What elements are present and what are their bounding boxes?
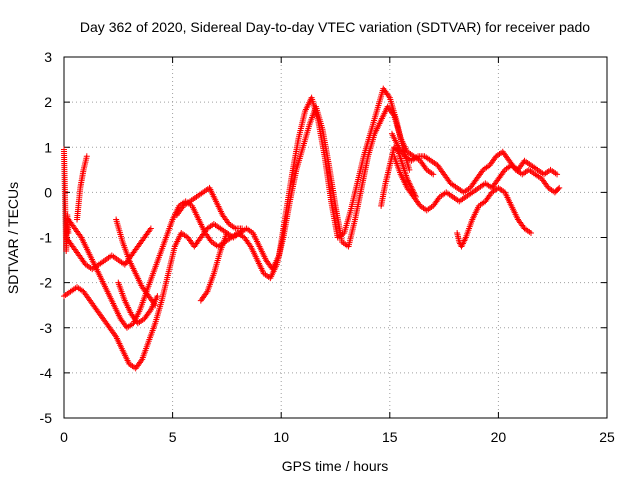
series-track-g xyxy=(197,229,230,304)
x-tick-label: 15 xyxy=(382,429,398,445)
series-track-l xyxy=(454,184,534,250)
x-tick-label: 20 xyxy=(491,429,507,445)
data-point xyxy=(65,229,72,236)
data-point xyxy=(430,171,437,178)
series-track-h xyxy=(173,184,246,232)
y-tick-label: -2 xyxy=(40,275,53,291)
y-tick-label: 3 xyxy=(44,49,52,65)
x-axis-label: GPS time / hours xyxy=(282,458,389,474)
y-axis-label: SDTVAR / TECUs xyxy=(5,182,21,294)
y-tick-label: 2 xyxy=(44,94,52,110)
y-tick-label: -4 xyxy=(40,365,53,381)
series-track-f xyxy=(115,279,161,327)
data-point xyxy=(527,229,534,236)
y-tick-label: -5 xyxy=(40,410,53,426)
series-track-e xyxy=(113,216,159,309)
series-track-i xyxy=(388,130,563,196)
y-tick-label: 1 xyxy=(44,139,52,155)
x-tick-label: 25 xyxy=(599,429,615,445)
series-track-b xyxy=(65,103,437,331)
x-tick-label: 5 xyxy=(169,429,177,445)
data-point xyxy=(83,153,90,160)
y-tick-label: 0 xyxy=(44,184,52,200)
series-track-a xyxy=(61,85,413,372)
data-point xyxy=(154,293,161,300)
data-point xyxy=(147,225,154,232)
data-point xyxy=(239,225,246,232)
data-marks xyxy=(61,85,563,372)
data-point xyxy=(412,193,419,200)
data-point xyxy=(406,166,413,173)
data-point xyxy=(554,171,561,178)
data-point xyxy=(555,185,562,192)
y-tick-label: -1 xyxy=(40,230,53,246)
x-tick-label: 10 xyxy=(273,429,289,445)
series-track-m xyxy=(61,146,72,255)
series-track-k xyxy=(378,144,419,209)
series-track-j xyxy=(391,153,561,214)
x-tick-label: 0 xyxy=(60,429,68,445)
data-point xyxy=(223,229,230,236)
chart-grid xyxy=(64,57,607,418)
y-tick-label: -3 xyxy=(40,320,53,336)
series-track-d xyxy=(74,153,90,223)
data-point xyxy=(556,184,563,191)
chart-title: Day 362 of 2020, Sidereal Day-to-day VTE… xyxy=(80,19,590,35)
axis-ticks: 0 5 10 15 20 25 -5 -4 -3 -2 -1 0 1 2 3 xyxy=(40,49,615,445)
